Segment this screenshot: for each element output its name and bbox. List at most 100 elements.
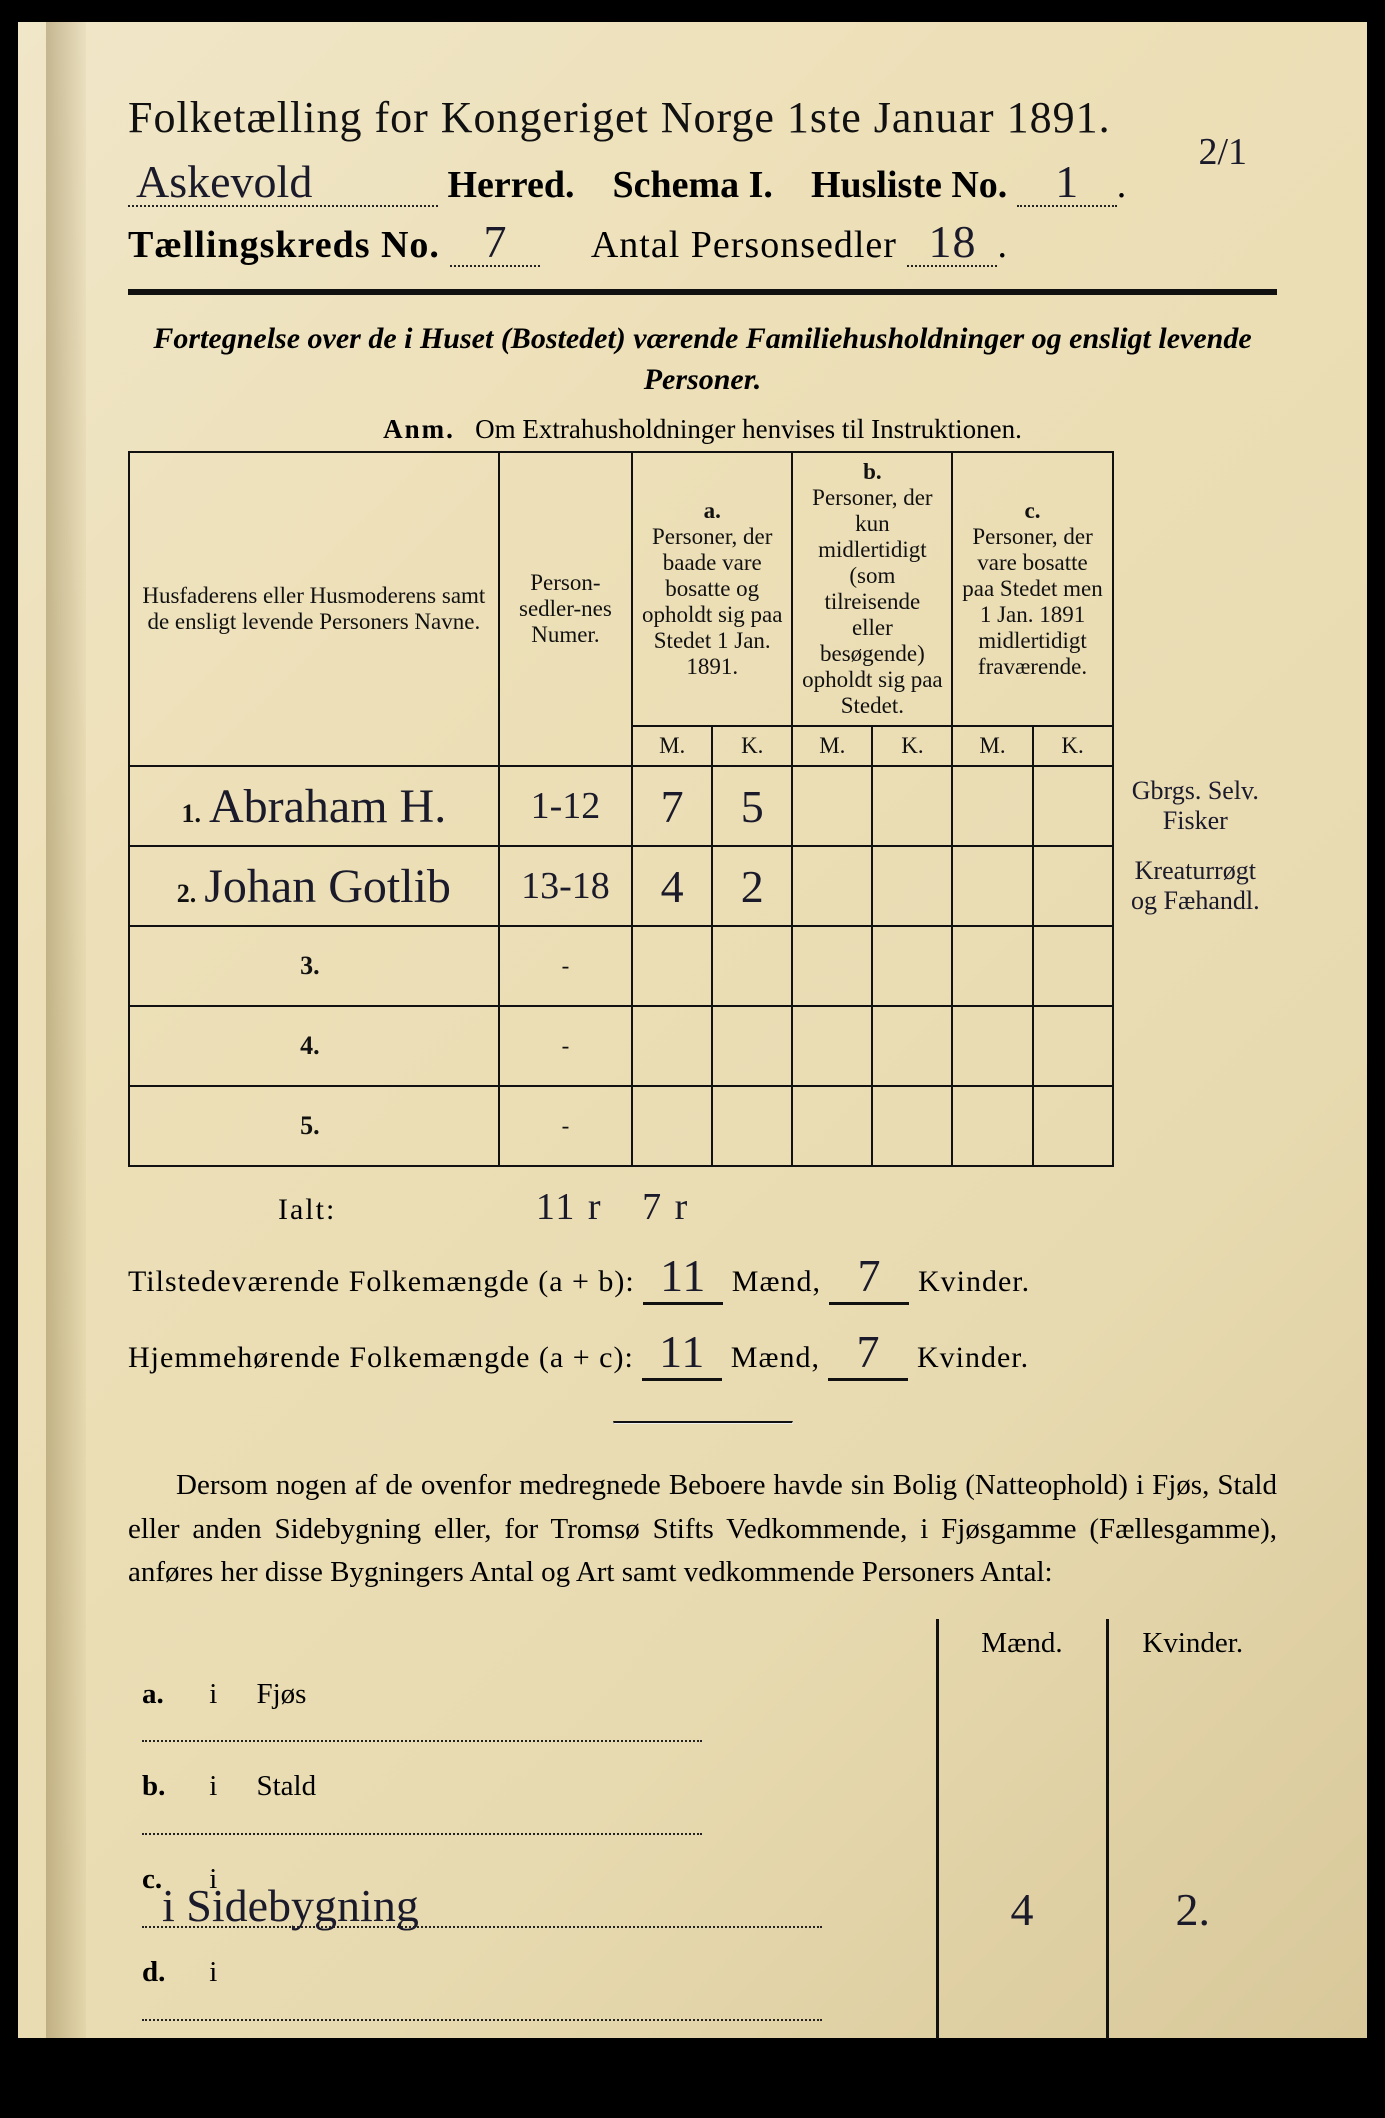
row-note: Kreaturrøgt og Fæhandl.: [1131, 856, 1260, 915]
th-b: b. Personer, der kun midlertidigt (som t…: [792, 452, 952, 726]
census-table: Husfaderens eller Husmoderens samt de en…: [128, 451, 1277, 1167]
th-b-label: b.: [863, 459, 882, 484]
th-a: a. Personer, der baade vare bosatte og o…: [632, 452, 792, 726]
cell-bK: [872, 926, 952, 1006]
cell-cM: [952, 926, 1032, 1006]
row-num: -: [499, 1006, 632, 1086]
maend-label: Mænd,: [731, 1341, 820, 1374]
outb-row: d. i: [128, 1946, 1277, 2039]
row-note: Gbrgs. Selv. Fisker: [1132, 776, 1259, 835]
kreds-label: Tællingskreds No.: [128, 224, 440, 266]
outb-i: i: [209, 1956, 249, 1989]
cell-bM: [792, 1086, 872, 1166]
cell-cK: [1033, 1006, 1113, 1086]
th-b-text: Personer, der kun midlertidigt (som tilr…: [802, 485, 943, 718]
ialt-M: 11 r: [536, 1186, 603, 1228]
th-aK: K.: [712, 726, 792, 766]
th-c: c. Personer, der vare bosatte paa Stedet…: [952, 452, 1112, 726]
table-row: 3. -: [129, 926, 1277, 1006]
th-bM: M.: [792, 726, 872, 766]
cell-cM: [952, 1006, 1032, 1086]
th-aM: M.: [632, 726, 712, 766]
cell-cK: [1033, 846, 1113, 926]
th-bK: K.: [872, 726, 952, 766]
cell-bK: [872, 766, 952, 846]
table-row: 2.Johan Gotlib 13-18 4 2 Kreaturrøgt og …: [129, 846, 1277, 926]
cell-bK: [872, 1006, 952, 1086]
outb-i: i: [209, 1770, 249, 1803]
outb-name: Fjøs: [257, 1678, 377, 1711]
census-form-page: Folketælling for Kongeriget Norge 1ste J…: [0, 0, 1385, 2048]
header-line-1: Askevold Herred. Schema I. Husliste No. …: [128, 159, 1277, 207]
anm-label: Anm.: [383, 414, 455, 444]
outb-K: [1107, 1760, 1277, 1853]
row-idx: 2.: [177, 879, 197, 908]
row-note: [1113, 1006, 1277, 1086]
anm-text: Om Extrahusholdninger henvises til Instr…: [475, 414, 1022, 444]
row-name: Johan Gotlib: [204, 860, 451, 913]
outb-M: 4: [1011, 1884, 1034, 1935]
outbuildings-table: Mænd. Kvinder. a. i Fjøs b. i Stald: [128, 1619, 1277, 2040]
outb-row: c. i i Sidebygning 4 2.: [128, 1853, 1277, 1946]
tilstede-label: Tilstedeværende Folkemængde (a + b):: [128, 1265, 635, 1298]
kreds-value: 7: [483, 216, 507, 267]
herred-label: Herred.: [448, 164, 575, 206]
table-row: 1.Abraham H. 1-12 7 5 Gbrgs. Selv. Fiske…: [129, 766, 1277, 846]
cell-bM: [792, 766, 872, 846]
cell-bK: [872, 1086, 952, 1166]
anm-line: Anm. Om Extrahusholdninger henvises til …: [128, 414, 1277, 445]
outbuilding-paragraph: Dersom nogen af de ovenfor medregnede Be…: [128, 1464, 1277, 1595]
divider-rule: [128, 289, 1277, 295]
outb-lbl: d.: [142, 1956, 202, 1989]
short-divider: [613, 1421, 793, 1424]
schema-label: Schema I.: [612, 164, 772, 206]
cell-aK: 2: [741, 861, 764, 912]
outb-K: 2.: [1176, 1884, 1211, 1935]
cell-cK: [1033, 1086, 1113, 1166]
row-num: 13-18: [521, 865, 610, 907]
cell-aK: [712, 1006, 792, 1086]
outb-row: b. i Stald: [128, 1760, 1277, 1853]
th-cK: K.: [1033, 726, 1113, 766]
th-note: [1113, 452, 1277, 766]
personsedler-label: Antal Personsedler: [591, 224, 897, 266]
hjemme-M: 11: [659, 1326, 705, 1377]
outb-lbl: a.: [142, 1678, 202, 1711]
outb-hand: i Sidebygning: [162, 1879, 419, 1932]
ialt-label: Ialt:: [278, 1193, 336, 1226]
tilstede-K: 7: [857, 1250, 881, 1301]
th-num: Person-sedler-nes Numer.: [499, 452, 632, 766]
cell-cM: [952, 766, 1032, 846]
subheading: Fortegnelse over de i Huset (Bostedet) v…: [128, 319, 1277, 400]
row-idx: 1.: [181, 799, 201, 828]
outb-lbl: b.: [142, 1770, 202, 1803]
hjemme-label: Hjemmehørende Folkemængde (a + c):: [128, 1341, 634, 1374]
cell-aM: 4: [661, 861, 684, 912]
cell-cM: [952, 846, 1032, 926]
th-a-label: a.: [704, 498, 721, 523]
ialt-row: Ialt: 11 r 7 r: [278, 1185, 1277, 1229]
table-row: 4. -: [129, 1006, 1277, 1086]
th-name: Husfaderens eller Husmoderens samt de en…: [129, 452, 499, 766]
tilstede-M: 11: [660, 1250, 706, 1301]
outb-head-K: Kvinder.: [1107, 1619, 1277, 1668]
cell-aM: [632, 1006, 712, 1086]
outb-head-M: Mænd.: [937, 1619, 1107, 1668]
outb-K: [1107, 1946, 1277, 2039]
row-num: -: [499, 1086, 632, 1166]
row-note: [1113, 926, 1277, 1006]
summary-tilstede: Tilstedeværende Folkemængde (a + b): 11 …: [128, 1249, 1277, 1305]
cell-bK: [872, 846, 952, 926]
outb-name: Stald: [257, 1770, 377, 1803]
cell-aM: [632, 1086, 712, 1166]
summary-hjemme: Hjemmehørende Folkemængde (a + c): 11 Mæ…: [128, 1325, 1277, 1381]
hjemme-K: 7: [856, 1326, 880, 1377]
herred-value: Askevold: [136, 156, 312, 207]
cell-aK: 5: [741, 781, 764, 832]
row-idx: 5.: [300, 1111, 320, 1140]
cell-aK: [712, 1086, 792, 1166]
cell-bM: [792, 1006, 872, 1086]
header-line-2: Tællingskreds No. 7 Antal Personsedler 1…: [128, 219, 1277, 267]
outb-M: [937, 1668, 1107, 1761]
row-name: Abraham H.: [209, 780, 446, 833]
